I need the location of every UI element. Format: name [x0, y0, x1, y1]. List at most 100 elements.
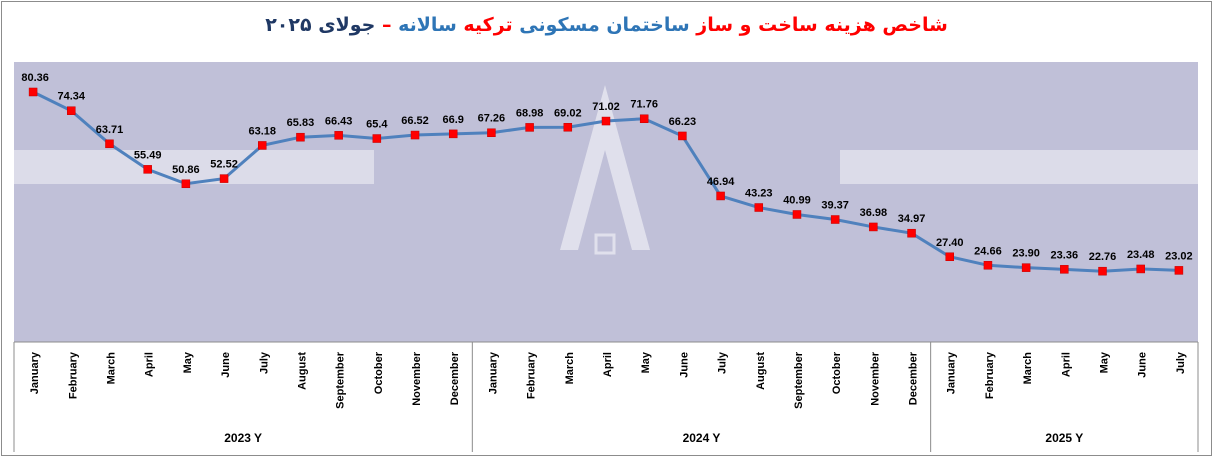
data-label: 36.98: [860, 207, 888, 219]
watermark-logo-window: [594, 233, 616, 255]
data-label: 50.86: [172, 164, 200, 176]
data-label: 74.34: [58, 91, 86, 103]
x-tick-label: October: [373, 351, 385, 394]
x-tick-label: April: [602, 352, 614, 377]
data-point: [181, 179, 191, 189]
data-label: 71.02: [592, 101, 620, 113]
x-tick-label: January: [946, 351, 958, 394]
title-part: سالانه: [391, 14, 457, 36]
group-label: 2024 Y: [683, 431, 721, 445]
data-point: [830, 215, 840, 224]
x-tick-label: December: [449, 351, 461, 405]
data-label: 66.52: [401, 115, 429, 127]
title-part: –: [375, 14, 392, 36]
data-point: [563, 123, 573, 132]
data-point: [1098, 266, 1107, 276]
data-label: 23.90: [1012, 248, 1040, 260]
data-point: [716, 191, 725, 201]
data-point: [258, 141, 267, 150]
data-label: 66.43: [325, 115, 353, 127]
data-label: 24.66: [974, 245, 1002, 257]
x-tick-label: May: [182, 351, 194, 373]
data-label: 52.52: [210, 159, 238, 171]
data-point: [754, 203, 764, 212]
chart-title: شاخص هزینه ساخت و ساز ساختمان مسکونی ترک…: [0, 14, 1213, 36]
data-point: [296, 132, 305, 142]
x-tick-label: September: [793, 351, 805, 409]
x-tick-label: September: [335, 351, 347, 409]
x-tick-label: July: [258, 351, 270, 374]
data-point: [1174, 266, 1184, 275]
title-part: شاخص هزینه ساخت و ساز: [689, 14, 948, 36]
x-tick-label: November: [411, 351, 423, 406]
x-tick-label: April: [144, 352, 156, 377]
data-label: 63.18: [248, 125, 276, 137]
data-point: [983, 261, 993, 270]
data-point: [487, 128, 496, 137]
data-point: [525, 123, 534, 132]
x-tick-label: June: [1137, 352, 1149, 378]
data-point: [67, 106, 76, 115]
x-tick-label: January: [487, 351, 499, 394]
data-point: [372, 134, 382, 143]
data-label: 67.26: [478, 113, 506, 125]
data-label: 23.48: [1127, 249, 1155, 261]
data-label: 23.02: [1165, 250, 1193, 262]
data-point: [105, 139, 114, 149]
data-label: 27.40: [936, 237, 964, 249]
x-tick-label: February: [67, 351, 79, 399]
data-point: [1136, 264, 1145, 274]
data-label: 39.37: [821, 200, 849, 212]
data-label: 43.23: [745, 188, 773, 200]
x-tick-label: July: [1175, 351, 1187, 374]
data-point: [869, 222, 878, 232]
data-label: 69.02: [554, 107, 582, 119]
x-tick-label: May: [1099, 351, 1111, 373]
x-tick-label: June: [678, 352, 690, 378]
data-point: [28, 87, 38, 97]
data-label: 55.49: [134, 149, 162, 161]
data-label: 34.97: [898, 213, 926, 225]
group-label: 2025 Y: [1045, 431, 1083, 445]
data-point: [410, 130, 420, 140]
x-tick-label: November: [869, 351, 881, 406]
data-label: 66.23: [669, 116, 697, 128]
x-tick-label: July: [717, 351, 729, 374]
data-label: 66.9: [443, 114, 464, 126]
data-label: 65.83: [287, 117, 315, 129]
x-tick-label: March: [1022, 352, 1034, 385]
data-point: [945, 252, 954, 262]
x-tick-label: October: [831, 351, 843, 394]
group-label: 2023 Y: [224, 431, 262, 445]
data-point: [219, 174, 229, 183]
data-label: 80.36: [21, 72, 49, 84]
x-tick-label: February: [984, 351, 996, 399]
data-label: 23.36: [1051, 249, 1079, 261]
watermark-band-left: [14, 150, 374, 184]
x-tick-label: December: [908, 351, 920, 405]
x-tick-label: June: [220, 352, 232, 378]
data-point: [448, 129, 458, 139]
data-point: [143, 165, 152, 174]
data-label: 40.99: [783, 194, 811, 206]
data-label: 65.4: [366, 119, 388, 131]
data-label: 71.76: [630, 99, 658, 111]
title-part: ترکیه: [456, 14, 513, 36]
x-tick-label: May: [640, 351, 652, 373]
data-point: [678, 131, 687, 141]
data-point: [907, 228, 916, 238]
data-label: 63.71: [96, 124, 124, 136]
x-tick-label: August: [296, 352, 308, 390]
x-tick-label: April: [1060, 352, 1072, 377]
x-tick-label: January: [29, 351, 41, 394]
data-label: 22.76: [1089, 251, 1117, 263]
data-label: 68.98: [516, 107, 544, 119]
x-tick-label: March: [564, 352, 576, 385]
data-point: [639, 114, 649, 123]
watermark-band-right: [840, 150, 1198, 184]
data-point: [792, 210, 802, 219]
data-point: [1060, 265, 1069, 274]
